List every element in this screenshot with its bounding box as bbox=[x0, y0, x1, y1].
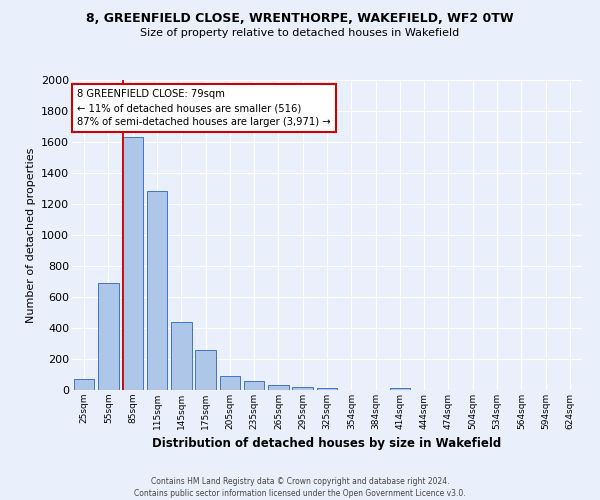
Bar bbox=[317, 388, 337, 390]
Text: 8, GREENFIELD CLOSE, WRENTHORPE, WAKEFIELD, WF2 0TW: 8, GREENFIELD CLOSE, WRENTHORPE, WAKEFIE… bbox=[86, 12, 514, 26]
Bar bbox=[292, 386, 313, 390]
Bar bbox=[268, 385, 289, 390]
Bar bbox=[195, 350, 216, 390]
Text: 8 GREENFIELD CLOSE: 79sqm
← 11% of detached houses are smaller (516)
87% of semi: 8 GREENFIELD CLOSE: 79sqm ← 11% of detac… bbox=[77, 90, 331, 128]
X-axis label: Distribution of detached houses by size in Wakefield: Distribution of detached houses by size … bbox=[152, 438, 502, 450]
Bar bbox=[244, 382, 265, 390]
Bar bbox=[98, 283, 119, 390]
Text: Size of property relative to detached houses in Wakefield: Size of property relative to detached ho… bbox=[140, 28, 460, 38]
Text: Contains HM Land Registry data © Crown copyright and database right 2024.
Contai: Contains HM Land Registry data © Crown c… bbox=[134, 476, 466, 498]
Bar bbox=[389, 388, 410, 390]
Bar bbox=[171, 322, 191, 390]
Bar bbox=[146, 191, 167, 390]
Bar bbox=[220, 376, 240, 390]
Y-axis label: Number of detached properties: Number of detached properties bbox=[26, 148, 35, 322]
Bar bbox=[122, 136, 143, 390]
Bar bbox=[74, 380, 94, 390]
